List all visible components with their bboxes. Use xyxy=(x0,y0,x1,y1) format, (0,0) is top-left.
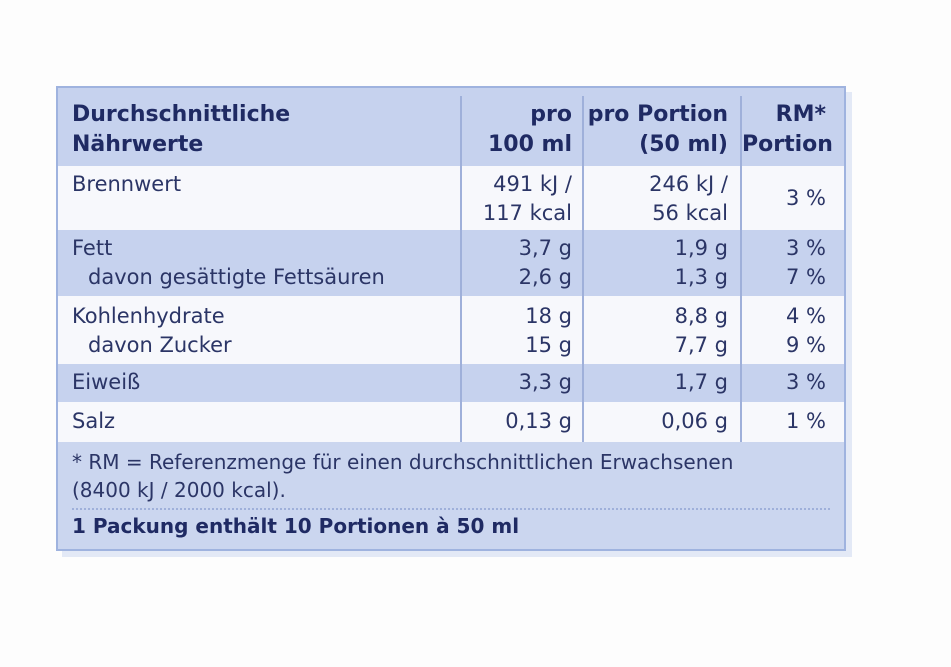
fett-per100: 3,7 g 2,6 g xyxy=(462,230,582,296)
header-per-portion-line2: (50 ml) xyxy=(639,132,728,157)
header-rm-line1: RM* xyxy=(775,102,826,127)
salz-rm-value: 1 % xyxy=(786,409,826,433)
brennwert-per100: 491 kJ / 117 kcal xyxy=(462,166,582,230)
zucker-rm-value: 9 % xyxy=(786,333,826,357)
header-nutrients: Durchschnittliche Nährwerte xyxy=(72,88,462,166)
packaging-info: 1 Packung enthält 10 Portionen à 50 ml xyxy=(72,514,520,538)
brennwert-rm-value: 3 % xyxy=(786,185,826,210)
kohlenhydrate-labels: Kohlenhydrate davon Zucker xyxy=(72,296,462,364)
header-nutrients-line2: Nährwerte xyxy=(72,132,204,157)
table-row-brennwert: Brennwert 491 kJ / 117 kcal 246 kJ / 56 … xyxy=(58,166,844,230)
header-per-100ml-line1: pro xyxy=(530,102,572,127)
fett-rm: 3 % 7 % xyxy=(742,230,834,296)
table-row-kohlenhydrate: Kohlenhydrate davon Zucker 18 g 15 g 8,8… xyxy=(58,296,844,364)
salz-portion-value: 0,06 g xyxy=(661,409,728,433)
zucker-portion-value: 7,7 g xyxy=(674,333,728,357)
header-per-100ml-line2: 100 ml xyxy=(487,132,572,157)
column-divider xyxy=(582,96,584,442)
column-divider xyxy=(740,96,742,442)
header-rm-portion: RM* Portion xyxy=(742,88,834,166)
header-nutrients-line1: Durchschnittliche xyxy=(72,102,291,127)
table-row-fett: Fett davon gesättigte Fettsäuren 3,7 g 2… xyxy=(58,230,844,296)
label-fettsaeuren: davon gesättigte Fettsäuren xyxy=(88,265,385,289)
kohlenhydrate-rm-value: 4 % xyxy=(786,304,826,328)
brennwert-per100-kcal: 117 kcal xyxy=(482,201,572,225)
label-kohlenhydrate: Kohlenhydrate xyxy=(72,304,225,328)
header-per-portion: pro Portion (50 ml) xyxy=(584,88,740,166)
eiweiss-per100-value: 3,3 g xyxy=(518,370,572,394)
brennwert-portion: 246 kJ / 56 kcal xyxy=(584,166,740,230)
brennwert-rm: 3 % xyxy=(742,166,834,230)
table-header: Durchschnittliche Nährwerte pro 100 ml p… xyxy=(58,88,844,166)
dotted-divider xyxy=(72,508,830,510)
footnote-line2: (8400 kJ / 2000 kcal). xyxy=(72,478,286,502)
kohlenhydrate-rm: 4 % 9 % xyxy=(742,296,834,364)
eiweiss-portion-value: 1,7 g xyxy=(674,370,728,394)
kohlenhydrate-portion-value: 8,8 g xyxy=(674,304,728,328)
brennwert-portion-kcal: 56 kcal xyxy=(652,201,728,225)
table-row-eiweiss: Eiweiß 3,3 g 1,7 g 3 % xyxy=(58,364,844,402)
nutrition-label: Durchschnittliche Nährwerte pro 100 ml p… xyxy=(56,86,846,551)
footnote: * RM = Referenzmenge für einen durchschn… xyxy=(72,448,733,504)
label-brennwert: Brennwert xyxy=(72,172,182,196)
kohlenhydrate-per100-value: 18 g xyxy=(525,304,572,328)
footnote-line1: * RM = Referenzmenge für einen durchschn… xyxy=(72,450,734,474)
kohlenhydrate-per100: 18 g 15 g xyxy=(462,296,582,364)
fett-portion: 1,9 g 1,3 g xyxy=(584,230,740,296)
fettsaeuren-per100-value: 2,6 g xyxy=(518,265,572,289)
brennwert-portion-kj: 246 kJ / xyxy=(649,172,728,196)
fettsaeuren-portion-value: 1,3 g xyxy=(674,265,728,289)
header-per-portion-line1: pro Portion xyxy=(587,102,728,127)
kohlenhydrate-portion: 8,8 g 7,7 g xyxy=(584,296,740,364)
header-rm-line2: Portion xyxy=(742,132,833,157)
fett-rm-value: 3 % xyxy=(786,236,826,260)
fettsaeuren-rm-value: 7 % xyxy=(786,265,826,289)
header-per-100ml: pro 100 ml xyxy=(462,88,582,166)
fett-portion-value: 1,9 g xyxy=(674,236,728,260)
column-divider xyxy=(460,96,462,442)
table-row-salz: Salz 0,13 g 0,06 g 1 % xyxy=(58,402,844,442)
eiweiss-rm-value: 3 % xyxy=(786,370,826,394)
brennwert-per100-kj: 491 kJ / xyxy=(493,172,572,196)
label-zucker: davon Zucker xyxy=(88,333,232,357)
fett-per100-value: 3,7 g xyxy=(518,236,572,260)
salz-per100-value: 0,13 g xyxy=(505,409,572,433)
label-salz: Salz xyxy=(72,409,116,433)
label-eiweiss: Eiweiß xyxy=(72,370,141,394)
zucker-per100-value: 15 g xyxy=(525,333,572,357)
fett-labels: Fett davon gesättigte Fettsäuren xyxy=(72,230,462,296)
label-fett: Fett xyxy=(72,236,113,260)
